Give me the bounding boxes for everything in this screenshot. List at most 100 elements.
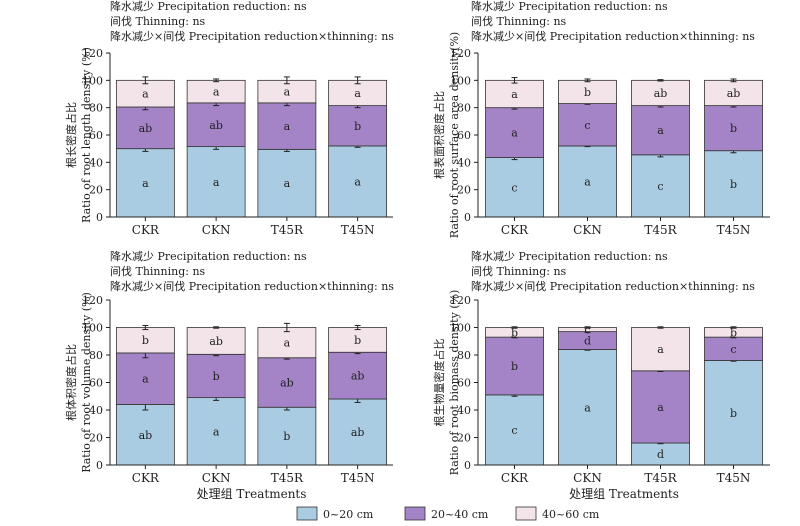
stats-line: 间伐 Thinning: ns	[110, 265, 206, 278]
y-tick-label: 100	[82, 322, 103, 335]
y-tick-label: 0	[464, 459, 471, 472]
bar-segment	[257, 148, 317, 218]
significance-letter: b	[511, 360, 518, 373]
significance-letter: b	[584, 86, 591, 99]
significance-letter: b	[354, 120, 361, 133]
y-tick-label: 60	[457, 377, 471, 390]
legend-label: 0~20 cm	[323, 508, 374, 521]
significance-letter: b	[730, 122, 737, 135]
y-tick-label: 60	[457, 129, 471, 142]
y-tick-label: 0	[96, 459, 103, 472]
y-tick-label: 80	[457, 349, 471, 362]
significance-letter: a	[354, 87, 361, 100]
bar-segment	[704, 105, 763, 152]
significance-letter: b	[730, 407, 737, 420]
category-label: CKN	[573, 471, 602, 485]
bar-segment	[328, 79, 388, 107]
y-tick-label: 40	[89, 156, 103, 169]
bar-segment	[558, 145, 617, 218]
y-tick-label: 80	[457, 102, 471, 115]
y-tick-label: 40	[457, 404, 471, 417]
y-tick-label: 80	[89, 349, 103, 362]
bar-segment	[257, 357, 317, 408]
bar-segment	[115, 79, 175, 108]
bar-segment	[558, 349, 617, 466]
significance-letter: a	[657, 343, 664, 356]
significance-letter: b	[283, 430, 290, 443]
bar-segment	[631, 327, 690, 372]
significance-letter: a	[511, 127, 518, 140]
bar-segment	[257, 406, 317, 466]
stats-line: 降水减少 Precipitation reduction: ns	[110, 249, 307, 263]
significance-letter: ab	[139, 122, 153, 135]
category-label: CKR	[132, 471, 160, 485]
significance-letter: a	[213, 176, 220, 189]
significance-letter: a	[657, 401, 664, 414]
bar-segment	[485, 336, 544, 396]
y-axis-label: 根长密度占比	[64, 102, 78, 168]
legend: 0~20 cm 20~40 cm 40~60 cm	[296, 506, 600, 521]
category-label: T45N	[717, 223, 751, 237]
significance-letter: c	[511, 181, 517, 194]
legend-swatch	[515, 506, 537, 521]
significance-letter: ab	[209, 119, 223, 132]
bar-segment	[186, 146, 246, 218]
category-label: T45N	[341, 471, 375, 485]
category-label: T45R	[271, 471, 304, 485]
significance-letter: a	[213, 86, 220, 99]
category-label: T45R	[271, 223, 304, 237]
y-tick-label: 40	[457, 156, 471, 169]
y-axis-label: Ratio of root volume density (%)	[80, 292, 93, 473]
significance-letter: ab	[727, 87, 741, 100]
significance-letter: ab	[280, 377, 294, 390]
category-label: T45N	[341, 223, 375, 237]
y-tick-label: 100	[450, 74, 471, 87]
significance-letter: c	[584, 119, 590, 132]
bar-segment	[328, 105, 388, 147]
legend-label: 40~60 cm	[542, 508, 600, 521]
significance-letter: a	[657, 124, 664, 137]
y-tick-label: 120	[82, 294, 103, 307]
legend-swatch	[404, 506, 426, 521]
bar-segment	[631, 105, 690, 156]
significance-letter: c	[657, 180, 663, 193]
x-axis-label: 处理组 Treatments	[197, 487, 307, 501]
significance-letter: b	[213, 370, 220, 383]
bar-segment	[328, 398, 388, 466]
significance-letter: ab	[351, 370, 365, 383]
category-label: CKR	[132, 223, 160, 237]
significance-letter: a	[213, 425, 220, 438]
y-axis-label: Ratio of root biomass density (%)	[448, 290, 461, 476]
category-label: CKN	[202, 471, 231, 485]
y-tick-label: 20	[89, 432, 103, 445]
y-tick-label: 60	[89, 377, 103, 390]
legend-label: 20~40 cm	[431, 508, 489, 521]
y-tick-label: 120	[82, 47, 103, 60]
significance-letter: a	[584, 175, 591, 188]
bar-segment	[115, 352, 175, 405]
bar-segment	[186, 353, 246, 399]
significance-letter: b	[511, 326, 518, 339]
significance-letter: a	[584, 401, 591, 414]
bar-segment	[186, 397, 246, 466]
category-label: T45R	[644, 471, 677, 485]
stats-line: 降水减少×间伐 Precipitation reduction×thinning…	[110, 279, 394, 293]
significance-letter: c	[584, 324, 590, 337]
significance-letter: a	[142, 177, 149, 190]
stats-line: 降水减少×间伐 Precipitation reduction×thinning…	[471, 29, 755, 43]
category-label: T45N	[717, 471, 751, 485]
y-tick-label: 20	[457, 184, 471, 197]
significance-letter: ab	[654, 87, 668, 100]
significance-letter: a	[142, 373, 149, 386]
chart-panel-2: 降水减少 Precipitation reduction: ns 间伐 Thinn…	[432, 0, 770, 238]
stats-line: 间伐 Thinning: ns	[471, 15, 567, 28]
significance-letter: a	[284, 86, 291, 99]
category-label: CKN	[202, 223, 231, 237]
significance-letter: ab	[209, 335, 223, 348]
stats-line: 间伐 Thinning: ns	[110, 15, 206, 28]
y-tick-label: 40	[89, 404, 103, 417]
significance-letter: b	[142, 334, 149, 347]
chart-panel-3: 降水减少 Precipitation reduction: ns 间伐 Thinn…	[64, 249, 394, 501]
